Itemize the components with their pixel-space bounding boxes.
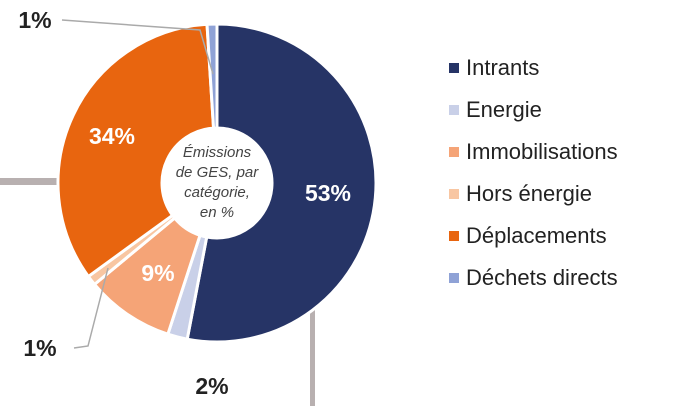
slice [205, 22, 219, 130]
center-label: en % [200, 204, 234, 221]
slice [56, 22, 216, 279]
legend-label: Déchets directs [466, 265, 618, 290]
legend-swatch [449, 273, 459, 283]
leader-line [73, 267, 109, 349]
data-label: 1% [18, 7, 51, 33]
data-label: 9% [141, 260, 174, 286]
legend-swatch [449, 63, 459, 73]
legend-label: Intrants [466, 55, 539, 80]
legend-swatch [449, 147, 459, 157]
legend-swatch [449, 105, 459, 115]
legend-label: Immobilisations [466, 139, 618, 164]
legend-label: Hors énergie [466, 181, 592, 206]
legend-label: Déplacements [466, 223, 607, 248]
slice [185, 22, 378, 344]
center-label: de GES, par [176, 164, 260, 181]
legend-label: Energie [466, 97, 542, 122]
center-label: catégorie, [184, 184, 250, 201]
center-label: Émissions [183, 144, 252, 161]
data-label: 1% [23, 335, 56, 361]
decor-bar [310, 248, 315, 406]
data-label: 2% [195, 373, 228, 399]
data-label: 53% [305, 180, 351, 206]
decor-bar [0, 178, 98, 185]
legend-swatch [449, 231, 459, 241]
data-label: 34% [89, 123, 135, 149]
legend-swatch [449, 189, 459, 199]
leader-line [61, 19, 214, 75]
donut [56, 22, 378, 344]
